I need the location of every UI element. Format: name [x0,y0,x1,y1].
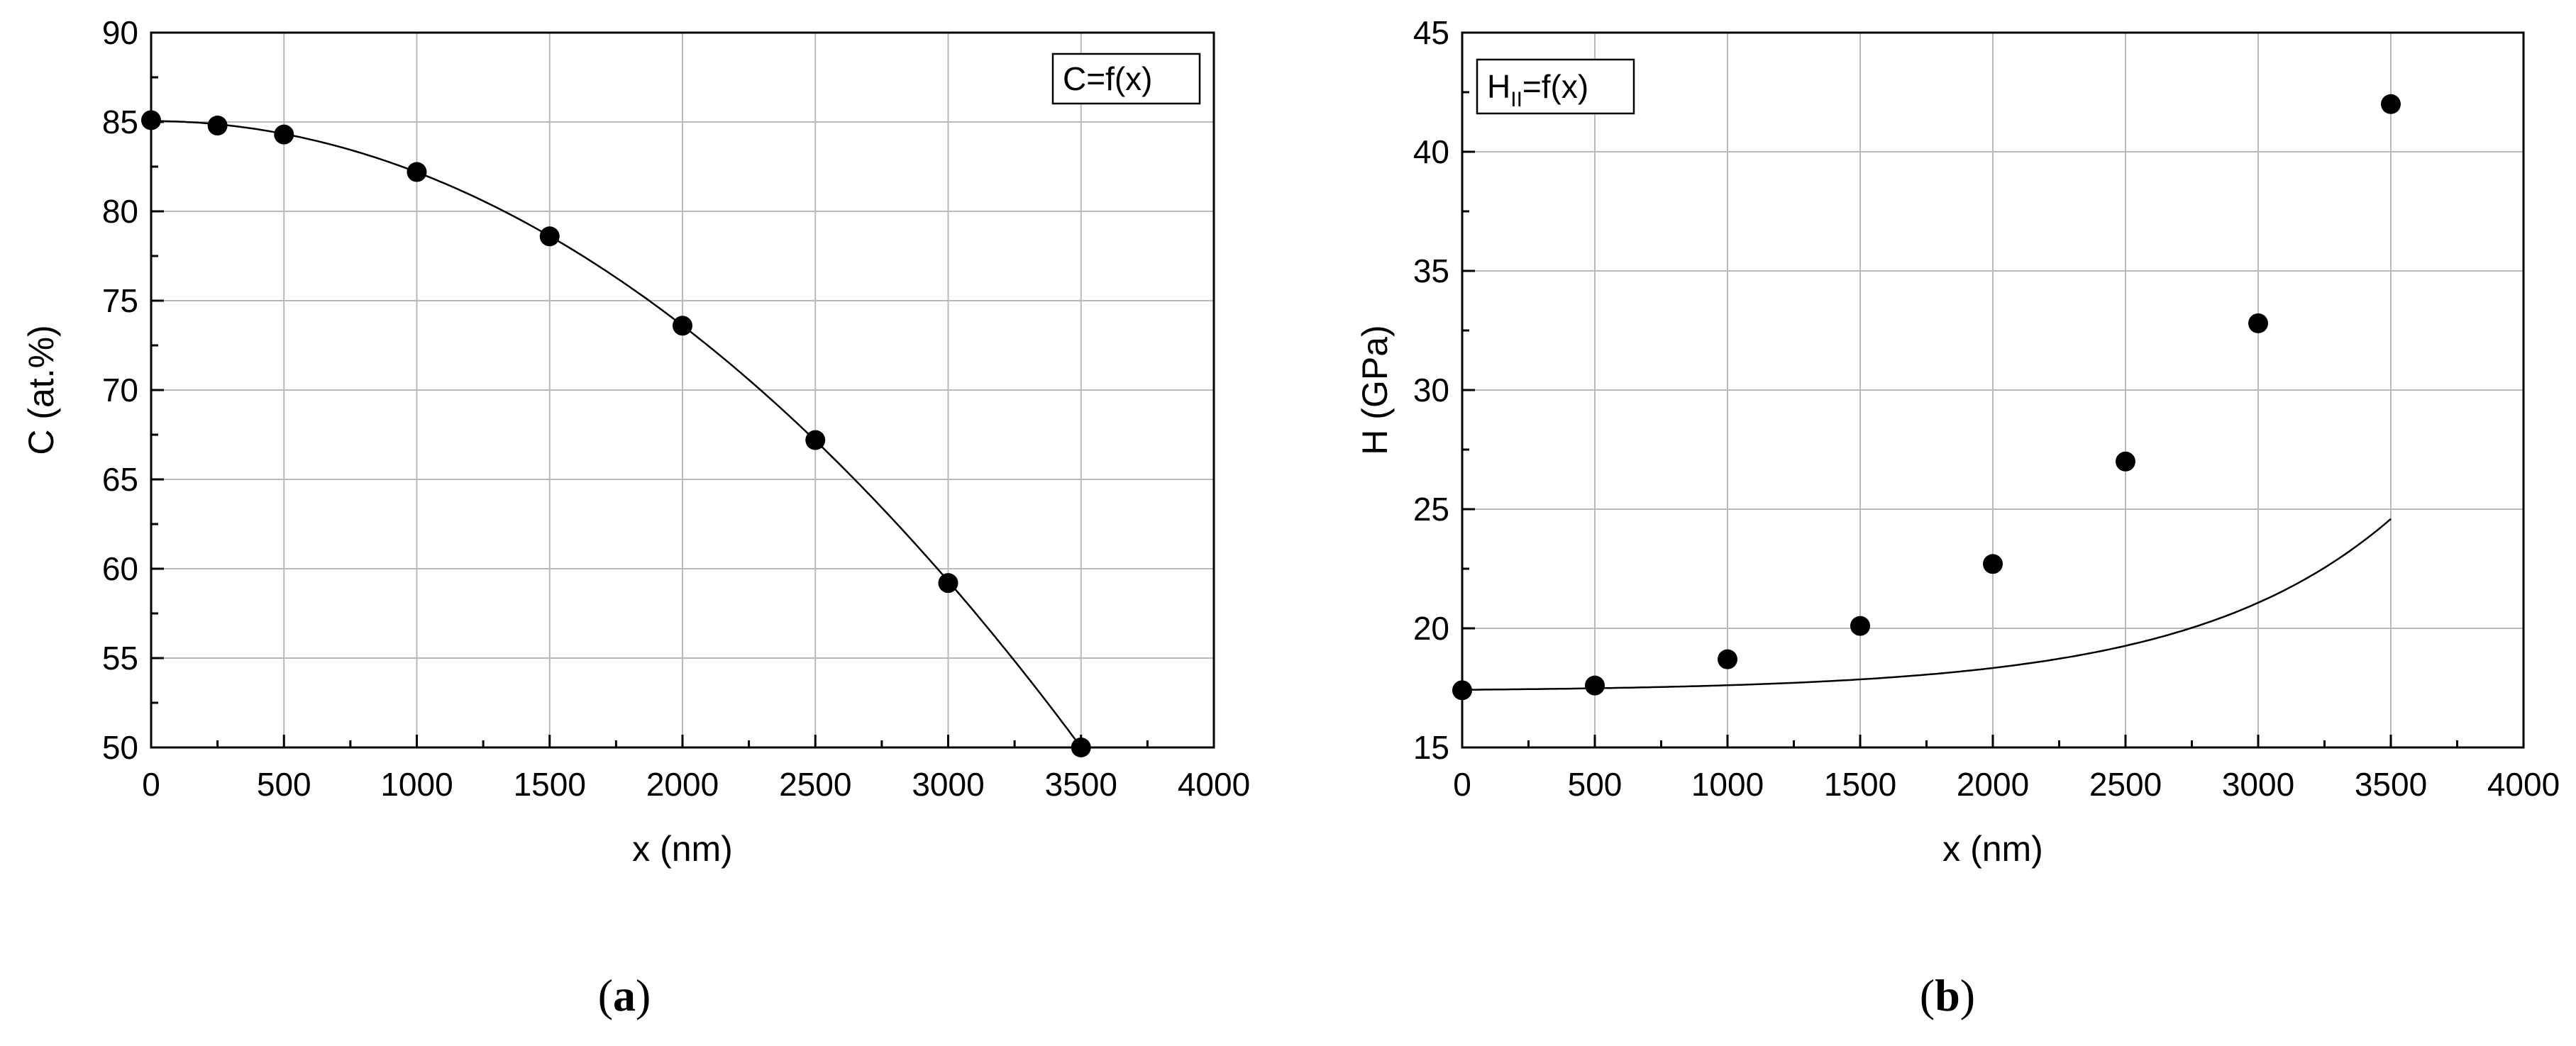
chart-b-grid [1462,33,2524,747]
chart-a-x-tick-label: 500 [257,766,311,803]
chart-b-legend-box [1476,58,1635,115]
chart-a-y-tick-label: 75 [102,282,138,319]
chart-b-x-tick-label: 3000 [2222,766,2294,803]
chart-a-data-point [805,430,826,450]
chart-a-y-tick-label: 50 [102,729,138,766]
chart-a-data-point [1071,738,1091,757]
chart-a-y-axis-label: C (at.%) [21,325,61,455]
chart-a-data-point [539,226,560,247]
chart-b-data-point [1585,675,1605,696]
chart-b-x-tick-label: 0 [1453,766,1471,803]
chart-b-panel-label: (b) [1920,970,1975,1020]
chart-a-y-tick-label: 60 [102,550,138,587]
chart-b-y-tick-label: 20 [1413,610,1449,647]
chart-a-x-tick-label: 0 [142,766,160,803]
chart-b-legend-text: HII=f(x) [1487,68,1588,111]
chart-b-data-point [2381,94,2401,114]
chart-b-x-tick-label: 1000 [1691,766,1764,803]
chart-b-x-tick-label: 3500 [2355,766,2427,803]
chart-a-x-tick-label: 1000 [380,766,453,803]
chart-b-x-axis-label: x (nm) [1942,829,2043,869]
chart-b-data-point [2248,313,2268,333]
chart-a-y-tick-label: 70 [102,372,138,408]
chart-b-data-point [2116,451,2135,472]
chart-b-fit-line [1462,518,2392,691]
chart-b-y-tick-label: 35 [1413,252,1449,289]
chart-a-y-tick-label: 65 [102,461,138,498]
chart-a-y-tick-label: 55 [102,640,138,677]
chart-a-x-tick-label: 3500 [1045,766,1117,803]
chart-a-x-axis-label: x (nm) [632,829,733,869]
chart-b-x-tick-label: 500 [1568,766,1623,803]
chart-b-plot-frame [1461,31,2525,749]
chart-b-y-tick-label: 25 [1413,491,1449,528]
chart-a-fit-line [150,120,1082,748]
chart-a-legend-box [1051,52,1201,105]
chart-a-plot-frame [150,31,1215,749]
chart-b-data-point [1452,680,1472,701]
chart-b-y-tick-label: 45 [1413,14,1449,51]
chart-b-x-tick-label: 4000 [2487,766,2560,803]
chart-a-y-tick-label: 90 [102,14,138,51]
chart-a-x-tick-label: 2500 [779,766,851,803]
chart-a-composition: 0 500 1000 1500 2000 2500 3000 3500 4000 50 55 60 65… [21,14,1250,1020]
chart-a-data-point [141,110,161,130]
chart-a-data-point [673,316,692,336]
chart-a-x-tick-label: 4000 [1178,766,1250,803]
chart-a-x-tick-label: 3000 [912,766,984,803]
chart-a-x-tick-label: 2000 [646,766,719,803]
chart-b-x-tick-label: 2500 [2089,766,2162,803]
chart-a-data-point [274,124,294,145]
chart-a-data-point [407,162,427,182]
chart-b-data-point [1850,616,1870,636]
chart-b-hardness: 0 500 1000 1500 2000 2500 3000 3500 4000 15 20 25 30… [1355,14,2560,1020]
chart-b-y-tick-label: 15 [1413,729,1449,766]
chart-a-data-point [938,573,958,594]
chart-b-y-tick-label: 30 [1413,372,1449,408]
chart-b-data-point [1983,554,2003,574]
chart-b-x-tick-label: 1500 [1824,766,1896,803]
chart-b-data-point [1718,649,1737,669]
chart-a-legend-text: C=f(x) [1063,60,1153,97]
chart-a-panel-label: (a) [598,970,651,1020]
chart-a-data-point [207,116,228,136]
chart-b-y-axis-label: H (GPa) [1355,325,1395,455]
chart-a-y-tick-label: 80 [102,193,138,230]
chart-a-y-tick-label: 85 [102,104,138,140]
chart-b-y-tick-label: 40 [1413,133,1449,170]
chart-a-x-tick-label: 1500 [514,766,586,803]
chart-a-grid [151,33,1214,747]
chart-b-x-tick-label: 2000 [1957,766,2029,803]
